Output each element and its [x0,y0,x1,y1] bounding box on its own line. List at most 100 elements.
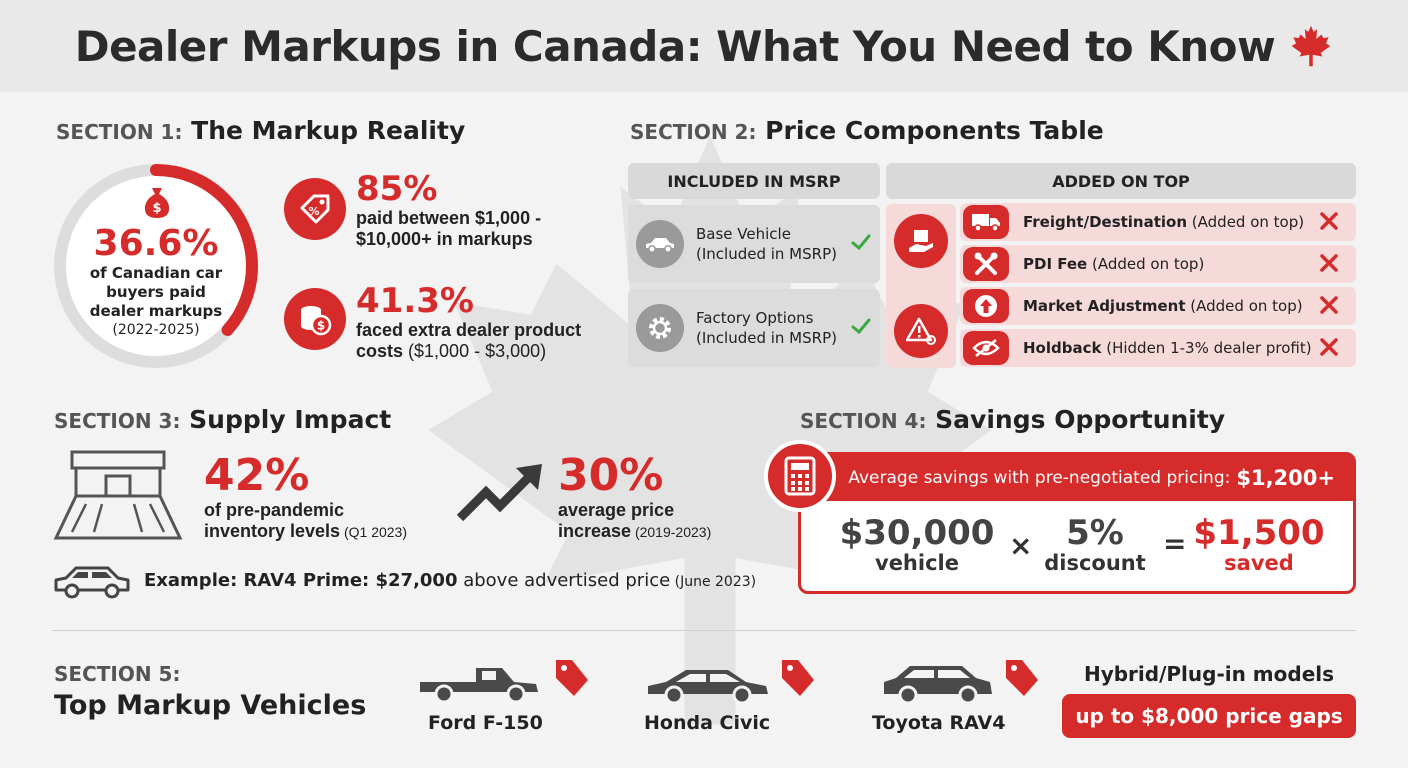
stat-inventory-line2: inventory levels [204,521,341,541]
donut-years: (2022-2025) [112,322,200,338]
maple-leaf-icon [1291,25,1331,67]
vehicle-name: Honda Civic [644,712,771,734]
eq-vehicle-value: $30,000 [839,513,995,553]
section3-heading: SECTION 3: Supply Impact [54,405,392,434]
stat-price-increase: 30% average price increase (2019-2023) [558,452,711,543]
svg-text:$: $ [317,319,325,333]
component-name: Freight/Destination [1023,213,1188,231]
savings-box: Average savings with pre-negotiated pric… [798,452,1356,594]
pickup-truck-icon [418,662,542,711]
donut-label-line1: of Canadian car [89,264,223,282]
donut-ring [54,164,258,368]
component-freight: Freight/Destination (Added on top) [960,203,1356,241]
title-bar: Dealer Markups in Canada: What You Need … [0,0,1408,92]
section2-heading: SECTION 2: Price Components Table [630,116,1104,145]
stat-413-line1: faced extra dealer product [356,320,582,340]
stat-85-line1: paid between $1,000 - [356,208,542,228]
component-market-adjustment: Market Adjustment (Added on top) [960,287,1356,325]
stat-inventory-value: 42% [204,450,310,501]
calculator-icon [764,440,836,512]
eq-vehicle-label: vehicle [875,551,959,575]
donut-label-line3: dealer markups [89,302,223,320]
arrow-up-icon [963,289,1009,323]
sedan-icon [646,664,770,711]
svg-text:%: % [308,205,319,218]
component-name: PDI Fee [1023,255,1088,273]
x-mark-icon [1320,212,1338,230]
page-title: Dealer Markups in Canada: What You Need … [74,21,1276,71]
gear-icon [636,304,684,352]
stat-85: 85% paid between $1,000 - $10,000+ in ma… [356,170,541,250]
eq-equals: = [1163,527,1187,560]
hybrid-gap-badge: up to $8,000 price gaps [1062,694,1356,738]
component-name: Holdback [1023,339,1102,357]
component-note: (Included in MSRP) [696,329,837,347]
stat-price-when: (2019-2023) [631,524,712,540]
eq-saved-label: saved [1224,551,1294,575]
component-note: (Added on top) [1087,255,1205,273]
stat-413-value: 41.3% [356,281,474,321]
x-mark-icon [1320,296,1338,314]
stat-inventory: 42% of pre-pandemic inventory levels (Q1… [204,452,407,543]
dealership-icon [52,450,184,547]
stat-85-line2: $10,000+ in markups [356,229,533,249]
stat-inventory-when: (Q1 2023) [340,524,408,540]
delivery-box-icon [894,214,948,268]
eq-times: × [1009,529,1033,562]
section1-heading: SECTION 1: The Markup Reality [56,116,466,145]
section5-prefix: SECTION 5: [54,662,181,686]
stat-413: 41.3% faced extra dealer product costs (… [356,282,581,362]
coins-icon: $ [284,288,346,350]
eq-saved-value: $1,500 [1193,513,1325,553]
section4-heading: SECTION 4: Savings Opportunity [800,405,1226,434]
stat-price-line1: average price [558,500,675,520]
stat-price-line2: increase [558,521,632,541]
added-header: ADDED ON TOP [886,163,1356,199]
suv-icon [882,662,994,711]
eq-saved: $1,500 saved [1191,515,1327,575]
section5-title: Top Markup Vehicles [54,690,367,721]
eq-discount: 5% discount [1037,515,1153,575]
example-when: (June 2023) [670,574,757,590]
eq-discount-value: 5% [1066,513,1124,553]
price-tag-icon [552,656,590,703]
money-bag-icon: $ [142,186,172,220]
price-tag-icon [778,656,816,703]
vehicle-name: Ford F-150 [428,712,543,734]
example-bold: Example: RAV4 Prime: $27,000 [144,570,458,591]
component-pdi-fee: PDI Fee (Added on top) [960,245,1356,283]
truck-icon [963,205,1009,239]
check-icon [851,234,871,251]
tools-icon [963,247,1009,281]
savings-banner-value: $1,200+ [1236,466,1335,490]
x-mark-icon [1320,254,1338,272]
trend-up-icon [456,462,548,529]
stat-413-line2: costs ($1,000 - $3,000) [356,341,547,361]
example-rav4: Example: RAV4 Prime: $27,000 above adver… [144,570,756,591]
eq-discount-label: discount [1044,551,1146,575]
section-divider [52,630,1356,631]
hybrid-label: Hybrid/Plug-in models [1083,662,1335,686]
vehicle-name: Toyota RAV4 [872,712,1006,734]
price-tag-icon [1002,656,1040,703]
component-note: (Added on top) [1185,297,1303,315]
donut-value: 36.6% [93,223,219,264]
stat-inventory-line1: of pre-pandemic [204,500,345,520]
savings-banner: Average savings with pre-negotiated pric… [801,455,1353,501]
example-rest: above advertised price [457,570,671,591]
component-note: (Added on top) [1187,213,1305,231]
component-note: (Hidden 1-3% dealer profit) [1101,339,1312,357]
component-name: Base Vehicle [696,225,791,243]
included-header: INCLUDED IN MSRP [628,163,880,199]
stat-85-value: 85% [356,169,438,209]
check-icon [851,318,871,335]
x-mark-icon [1320,338,1338,356]
eye-off-icon [963,331,1009,365]
component-name: Factory Options [696,309,814,327]
donut-value-arc [54,164,258,368]
eq-vehicle: $30,000 vehicle [837,515,997,575]
component-factory-options: Factory Options (Included in MSRP) [628,289,880,367]
stat-price-value: 30% [558,450,664,501]
donut-label-line2: buyers paid [106,283,206,301]
suv-icon [52,564,132,605]
